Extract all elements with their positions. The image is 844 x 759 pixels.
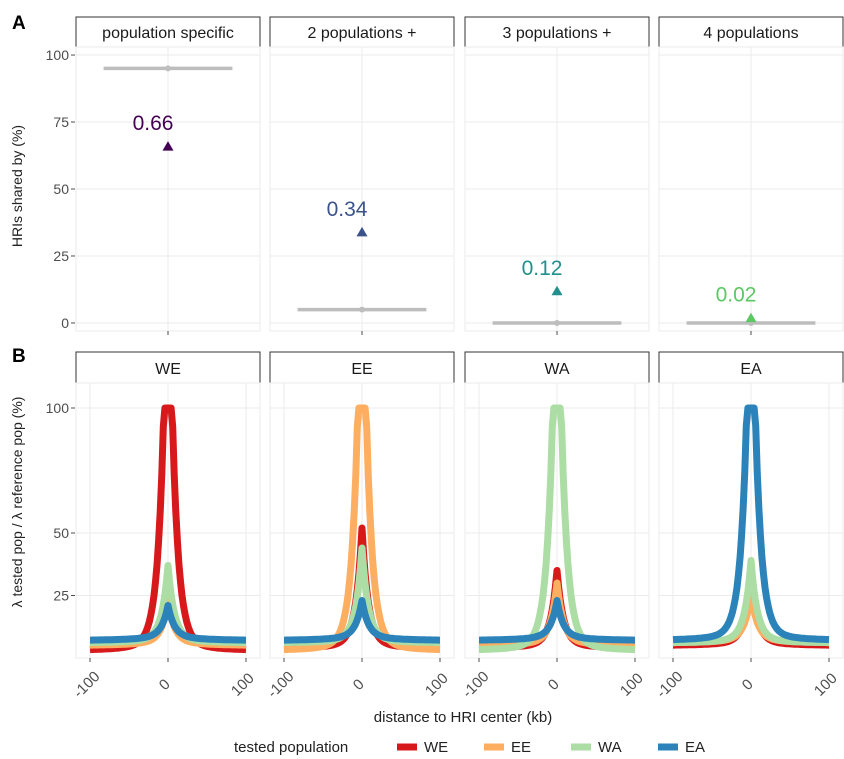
x-tick-label: 0 <box>350 676 368 694</box>
x-tick-label: -100 <box>264 668 297 701</box>
legend: tested population WE EE WA EA <box>234 739 705 756</box>
facet-title-we: WE <box>155 361 181 378</box>
x-tick-label: -100 <box>70 668 103 701</box>
legend-label-ea: EA <box>685 739 705 756</box>
facet-strip-population-specific <box>75 16 261 48</box>
panel-a-y-tick-label: 25 <box>53 248 69 264</box>
facet-title-ee: EE <box>351 361 372 378</box>
x-tick-label: -100 <box>459 668 492 701</box>
series-line-ee <box>477 579 637 649</box>
range-bar-midpoint-population-specific <box>165 65 171 72</box>
x-tick-label: -100 <box>653 668 686 701</box>
facet-title-wa: WA <box>544 361 570 378</box>
x-tick-label: 0 <box>156 676 174 694</box>
series-line-ea <box>282 597 442 644</box>
range-bar-midpoint-3-populations <box>554 319 560 326</box>
legend-title: tested population <box>234 739 348 756</box>
panel-b-y-tick-label: 25 <box>53 588 69 604</box>
panel-b-y-tick-label: 100 <box>46 400 70 416</box>
series-line-ea <box>477 597 637 644</box>
series-line-we <box>88 404 248 654</box>
legend-label-we: WE <box>424 739 448 756</box>
facet-strip-wa <box>464 351 650 384</box>
panel-a-y-tick-label: 0 <box>61 315 69 331</box>
data-point-2-populations <box>356 226 368 237</box>
legend-label-wa: WA <box>598 739 622 756</box>
data-point-3-populations <box>551 285 563 296</box>
panel-a-y-axis-label: HRIs shared by (%) <box>9 125 25 247</box>
data-label-2-populations: 0.34 <box>327 198 368 221</box>
x-tick-label: 100 <box>422 670 452 700</box>
facet-strip-ee <box>269 351 455 384</box>
data-point-population-specific <box>162 141 174 151</box>
data-label-population-specific: 0.66 <box>133 112 174 135</box>
facet-title-2-populations: 2 populations + <box>308 25 417 42</box>
series-line-wa <box>671 557 831 647</box>
x-tick-label: 100 <box>811 670 841 700</box>
series-line-wa <box>477 404 637 654</box>
facet-strip-2-populations <box>269 16 455 48</box>
panel-letter-a: A <box>12 13 26 34</box>
panel-letter-b: B <box>12 346 26 367</box>
series-line-ee <box>282 404 442 654</box>
x-tick-label: 100 <box>617 670 647 700</box>
series-line-ea <box>671 404 831 644</box>
data-label-3-populations: 0.12 <box>522 257 563 280</box>
panel-b-y-axis-label: λ tested pop / λ reference pop (%) <box>9 397 25 608</box>
facet-title-3-populations: 3 populations + <box>503 25 612 42</box>
facet-strip-we <box>75 351 261 384</box>
x-tick-label: 0 <box>739 676 757 694</box>
panel-a: 0 25 50 75 100 population specific 0.66 2 popul… <box>46 16 844 335</box>
panel-b-x-axis-label: distance to HRI center (kb) <box>374 709 552 726</box>
panel-a-y-tick-label: 100 <box>46 47 70 63</box>
panel-a-y-tick-label: 75 <box>53 114 69 130</box>
legend-label-ee: EE <box>511 739 531 756</box>
facet-strip-4-populations <box>658 16 844 48</box>
panel-b: 25 50 100 WE -100 0 100 EE -100 0 100 WA -100 0 100 EA -… <box>46 351 844 701</box>
range-bar-midpoint-2-populations <box>359 306 365 313</box>
panel-b-y-tick-label: 50 <box>53 525 69 541</box>
data-label-4-populations: 0.02 <box>716 284 757 307</box>
series-line-ea <box>88 602 248 644</box>
facet-title-ea: EA <box>740 361 762 378</box>
x-tick-label: 0 <box>545 676 563 694</box>
x-tick-label: 100 <box>228 670 258 700</box>
facet-title-population-specific: population specific <box>102 25 234 42</box>
panel-a-y-tick-label: 50 <box>53 181 69 197</box>
data-point-4-populations <box>745 312 757 323</box>
facet-title-4-populations: 4 populations <box>703 25 798 42</box>
